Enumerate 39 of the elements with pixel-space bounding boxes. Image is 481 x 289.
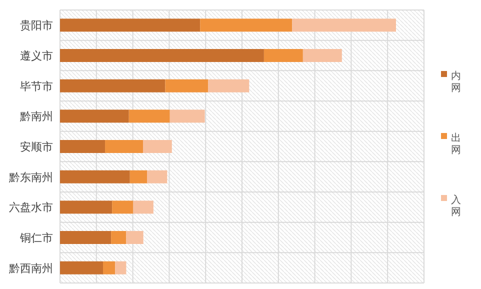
y-tick-label: 安顺市 <box>20 140 53 154</box>
bar <box>200 18 292 32</box>
bar <box>302 49 342 62</box>
bar <box>170 110 205 123</box>
bar <box>264 49 303 62</box>
y-tick-label: 遵义市 <box>20 50 53 62</box>
legend-label: 出网 <box>451 132 461 156</box>
bar <box>133 200 154 214</box>
bar <box>105 140 143 153</box>
bar <box>292 18 396 32</box>
bar <box>142 140 172 153</box>
bar <box>60 49 264 62</box>
bar <box>130 170 148 184</box>
bar <box>60 200 112 214</box>
y-tick-label: 六盘水市 <box>9 201 53 214</box>
bar <box>60 110 129 123</box>
bar <box>111 231 126 244</box>
y-tick-label: 贵阳市 <box>20 19 53 32</box>
legend-label: 内网 <box>451 70 461 94</box>
bar <box>60 18 200 32</box>
y-tick-label: 毕节市 <box>20 80 53 93</box>
bar <box>60 140 106 153</box>
y-tick-label: 铜仁市 <box>19 232 53 244</box>
bar <box>128 110 170 123</box>
y-tick-label: 黔西南州 <box>8 262 53 275</box>
bar <box>60 261 104 274</box>
bar <box>115 261 126 274</box>
bar <box>112 200 134 214</box>
bar <box>60 231 112 244</box>
bar <box>60 170 130 184</box>
legend-label: 入网 <box>451 194 461 218</box>
bar <box>103 261 116 274</box>
y-tick-label: 黔东南州 <box>8 170 53 184</box>
bar <box>147 170 168 184</box>
bar <box>60 79 166 92</box>
bar <box>126 231 144 244</box>
y-tick-label: 黔南州 <box>19 110 53 124</box>
bar <box>208 79 250 92</box>
bar <box>165 79 208 92</box>
